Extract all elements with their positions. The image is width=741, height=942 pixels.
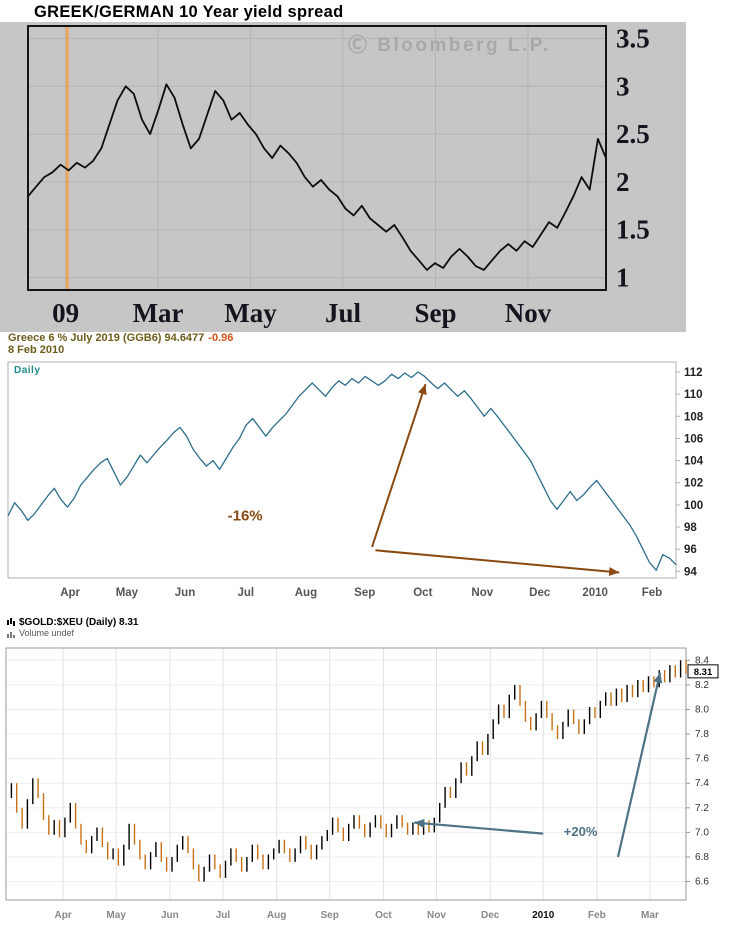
svg-text:7.2: 7.2: [695, 803, 709, 814]
svg-text:Sep: Sep: [414, 298, 456, 328]
svg-text:Sep: Sep: [354, 587, 375, 599]
svg-text:Apr: Apr: [55, 910, 72, 921]
svg-text:Dec: Dec: [481, 910, 500, 921]
svg-text:94: 94: [684, 566, 697, 578]
bloomberg-watermark: Ⓒ Bloomberg L.P.: [348, 35, 551, 56]
volume-row: Volume undef: [6, 628, 741, 639]
svg-text:8.4: 8.4: [695, 655, 709, 666]
spread-chart-plot: 1 1.5 2 2.5 3 3.5 09 Mar May Jul Sep Nov: [0, 22, 686, 332]
gold-title: $GOLD:$XEU (Daily) 8.31: [19, 617, 139, 628]
svg-text:Jun: Jun: [175, 587, 195, 599]
bond-chart-header: Greece 6 % July 2019 (GGB6) 94.6477 -0.96…: [0, 332, 741, 356]
svg-text:May: May: [224, 298, 277, 328]
svg-text:2.5: 2.5: [616, 119, 650, 149]
gold-xeu-chart-panel: $GOLD:$XEU (Daily) 8.31 Volume undef 6.6…: [0, 614, 741, 942]
svg-text:09: 09: [52, 298, 79, 328]
svg-text:3: 3: [616, 71, 630, 101]
svg-text:-16%: -16%: [228, 507, 263, 524]
spread-chart-title: GREEK/GERMAN 10 Year yield spread: [0, 0, 741, 22]
svg-text:2: 2: [616, 167, 630, 197]
frequency-label: Daily: [14, 365, 41, 376]
svg-text:7.8: 7.8: [695, 729, 709, 740]
svg-text:Feb: Feb: [588, 910, 606, 921]
volume-icon: [6, 628, 16, 639]
bond-chart-plot: 94 96 98 100 102 104 106 108 110 112 Apr May Jun Jul A…: [7, 361, 704, 599]
svg-text:98: 98: [684, 522, 697, 534]
svg-text:Jul: Jul: [216, 910, 231, 921]
svg-text:110: 110: [684, 389, 703, 401]
svg-text:100: 100: [684, 500, 703, 512]
bond-date: 8 Feb 2010: [8, 343, 65, 356]
svg-text:7.4: 7.4: [695, 778, 709, 789]
svg-text:108: 108: [684, 411, 704, 423]
svg-text:1: 1: [616, 263, 630, 293]
svg-text:May: May: [116, 587, 139, 599]
gold-chart-plot: 6.6 6.8 7.0 7.2 7.4 7.6 7.8 8.0 8.2 8.4 Apr May Jun J…: [5, 647, 719, 921]
svg-text:8.0: 8.0: [695, 704, 709, 715]
svg-text:+20%: +20%: [564, 824, 598, 839]
svg-text:Jun: Jun: [161, 910, 179, 921]
greece-bond-chart-panel: Greece 6 % July 2019 (GGB6) 94.6477 -0.96…: [0, 332, 741, 614]
bond-title: Greece 6 % July 2019 (GGB6) 94.6477: [8, 332, 205, 344]
volume-label: Volume undef: [19, 628, 75, 638]
bloomberg-spread-chart-panel: GREEK/GERMAN 10 Year yield spread 1 1.5 2 2…: [0, 0, 741, 332]
svg-text:102: 102: [684, 478, 703, 490]
candlestick-icon: [6, 617, 16, 628]
svg-text:6.8: 6.8: [695, 852, 709, 863]
svg-text:Nov: Nov: [471, 587, 493, 599]
svg-text:1.5: 1.5: [616, 215, 650, 245]
svg-text:Oct: Oct: [413, 587, 432, 599]
gold-title-row: $GOLD:$XEU (Daily) 8.31: [6, 617, 741, 628]
svg-text:6.6: 6.6: [695, 877, 709, 888]
bond-change-value: -0.96: [208, 332, 234, 344]
svg-text:May: May: [106, 910, 126, 921]
gold-chart-header: $GOLD:$XEU (Daily) 8.31 Volume undef: [0, 614, 741, 640]
svg-text:96: 96: [684, 544, 697, 556]
svg-text:112: 112: [684, 367, 703, 379]
svg-text:Jul: Jul: [237, 587, 254, 599]
svg-text:Aug: Aug: [267, 910, 286, 921]
svg-text:Oct: Oct: [375, 910, 392, 921]
svg-text:Aug: Aug: [295, 587, 317, 599]
bond-title-row: Greece 6 % July 2019 (GGB6) 94.6477 -0.96: [8, 332, 741, 345]
svg-text:2010: 2010: [582, 587, 608, 599]
svg-text:8.31: 8.31: [694, 667, 713, 678]
svg-text:7.0: 7.0: [695, 827, 709, 838]
svg-text:Feb: Feb: [642, 587, 662, 599]
svg-text:2010: 2010: [532, 910, 555, 921]
svg-text:8.2: 8.2: [695, 680, 709, 691]
svg-text:Jul: Jul: [325, 298, 362, 328]
svg-text:106: 106: [684, 433, 703, 445]
svg-text:Nov: Nov: [427, 910, 446, 921]
svg-text:Mar: Mar: [133, 298, 184, 328]
svg-text:3.5: 3.5: [616, 23, 650, 53]
svg-text:Dec: Dec: [529, 587, 551, 599]
svg-text:Apr: Apr: [60, 587, 80, 599]
svg-text:Sep: Sep: [321, 910, 339, 921]
svg-text:Nov: Nov: [505, 298, 552, 328]
svg-text:Mar: Mar: [641, 910, 659, 921]
svg-text:104: 104: [684, 456, 704, 468]
svg-text:7.6: 7.6: [695, 754, 709, 765]
